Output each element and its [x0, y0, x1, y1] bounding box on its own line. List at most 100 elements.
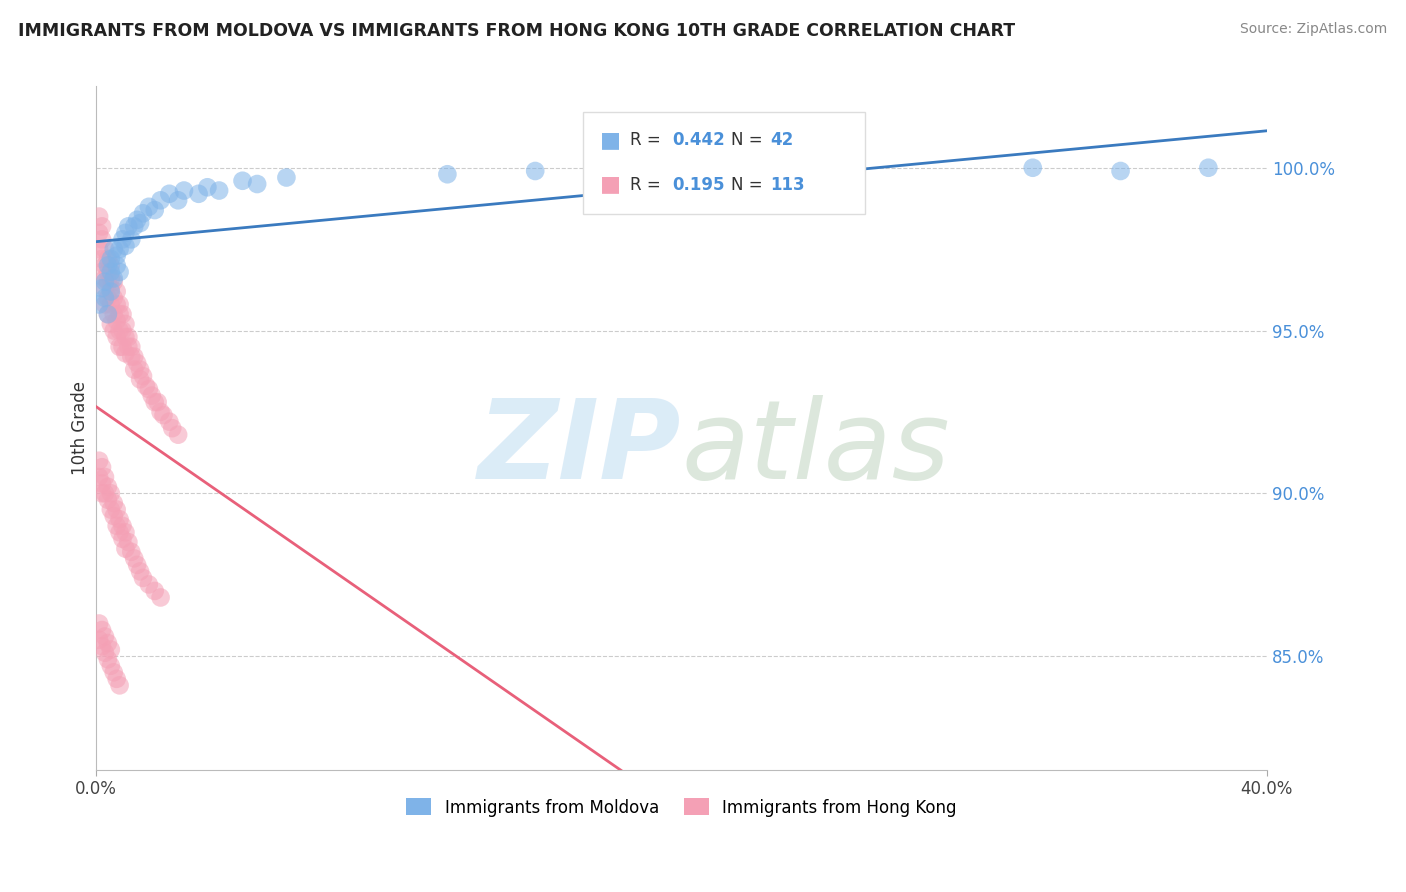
Point [1022, 161, 1045, 175]
Point [108, 525, 131, 540]
Point [105, 259, 128, 273]
Point [246, 177, 269, 191]
Point [87, 210, 110, 224]
Point [105, 285, 128, 299]
Point [100, 658, 122, 673]
Point [114, 226, 136, 240]
Point [94, 271, 117, 285]
Point [117, 340, 139, 354]
Point [127, 558, 149, 572]
Point [129, 565, 152, 579]
Text: 113: 113 [770, 176, 806, 194]
Point [103, 665, 125, 680]
Point [120, 340, 142, 354]
Point [135, 379, 157, 393]
Point [143, 202, 166, 217]
Point [152, 408, 174, 422]
Point [87, 470, 110, 484]
Point [91, 623, 114, 637]
Point [91, 265, 114, 279]
Point [94, 281, 117, 295]
Point [141, 389, 163, 403]
Point [97, 291, 120, 305]
Point [143, 583, 166, 598]
Point [114, 346, 136, 360]
Point [108, 242, 131, 256]
Point [146, 395, 169, 409]
Point [103, 324, 125, 338]
Point [91, 252, 114, 266]
Text: N =: N = [731, 131, 768, 149]
Text: R =: R = [630, 176, 666, 194]
Point [91, 460, 114, 475]
Point [129, 372, 152, 386]
Point [122, 551, 145, 566]
Point [122, 219, 145, 234]
Point [97, 492, 120, 507]
Point [91, 219, 114, 234]
Point [143, 395, 166, 409]
Point [149, 194, 172, 208]
Point [91, 640, 114, 654]
Point [157, 415, 180, 429]
Point [167, 427, 190, 442]
Point [87, 242, 110, 256]
Point [132, 206, 155, 220]
Text: R =: R = [630, 131, 666, 149]
Point [231, 174, 253, 188]
Point [91, 232, 114, 246]
Point [103, 307, 125, 321]
Point [105, 502, 128, 516]
Point [167, 194, 190, 208]
Point [132, 369, 155, 384]
Point [103, 509, 125, 524]
Text: atlas: atlas [682, 395, 950, 502]
Text: N =: N = [731, 176, 768, 194]
Point [100, 271, 122, 285]
Point [94, 259, 117, 273]
Point [111, 519, 134, 533]
Point [111, 532, 134, 546]
Point [100, 486, 122, 500]
Point [97, 636, 120, 650]
Point [187, 186, 209, 201]
Point [108, 297, 131, 311]
Point [97, 307, 120, 321]
Point [114, 330, 136, 344]
Text: Source: ZipAtlas.com: Source: ZipAtlas.com [1240, 22, 1388, 37]
Y-axis label: 10th Grade: 10th Grade [72, 381, 89, 475]
Point [120, 350, 142, 364]
Text: 0.442: 0.442 [672, 131, 725, 149]
Point [111, 307, 134, 321]
Point [114, 525, 136, 540]
Point [94, 291, 117, 305]
Point [108, 324, 131, 338]
Point [94, 242, 117, 256]
Point [114, 239, 136, 253]
Point [149, 405, 172, 419]
Point [276, 170, 298, 185]
Point [97, 652, 120, 666]
Point [436, 167, 458, 181]
Point [108, 265, 131, 279]
Point [97, 275, 120, 289]
Point [149, 591, 172, 605]
Point [108, 512, 131, 526]
Point [1109, 164, 1132, 178]
Point [817, 161, 839, 175]
Point [138, 200, 160, 214]
Point [97, 307, 120, 321]
Point [94, 470, 117, 484]
Point [87, 297, 110, 311]
Point [100, 642, 122, 657]
Point [117, 535, 139, 549]
Point [87, 616, 110, 631]
Point [100, 285, 122, 299]
Point [100, 265, 122, 279]
Point [138, 382, 160, 396]
Point [94, 630, 117, 644]
Point [114, 317, 136, 331]
Point [87, 632, 110, 647]
Point [114, 541, 136, 556]
Point [100, 317, 122, 331]
